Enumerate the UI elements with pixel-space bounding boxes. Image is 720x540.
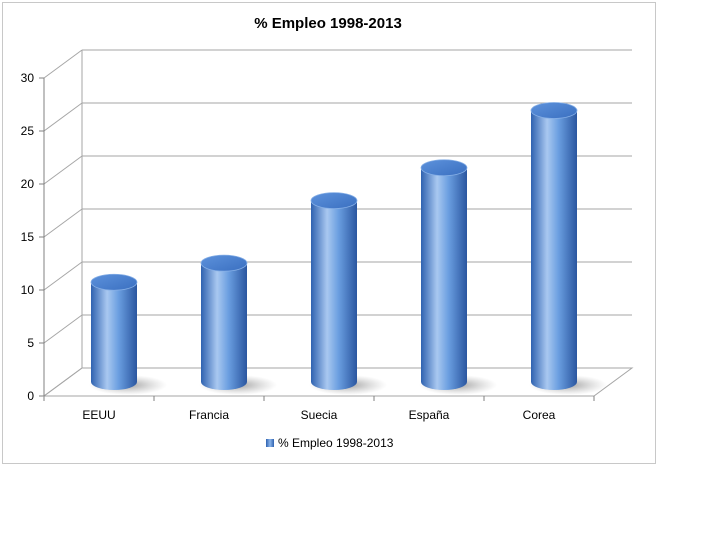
bar-body-2 xyxy=(311,200,357,390)
side-gridline-2 xyxy=(43,261,83,291)
y-tick-label-1: 5 xyxy=(27,336,34,350)
bar-top-0 xyxy=(90,273,138,291)
bar-body-1 xyxy=(201,263,247,390)
bar-body-4 xyxy=(531,110,577,391)
legend-swatch xyxy=(266,439,274,447)
legend-label: % Empleo 1998-2013 xyxy=(278,436,394,450)
y-tick-label-0: 0 xyxy=(27,389,34,403)
bar-top-4 xyxy=(530,102,578,119)
bar-body-3 xyxy=(421,167,467,390)
bar-4 xyxy=(529,102,607,395)
floor xyxy=(42,367,634,397)
bar-3 xyxy=(419,159,497,395)
side-gridline-5 xyxy=(43,102,83,132)
chart-title: % Empleo 1998-2013 xyxy=(254,15,402,32)
y-tick-label-4: 20 xyxy=(21,177,35,191)
bar-2 xyxy=(309,192,387,395)
x-tick-label-0: EEUU xyxy=(82,408,115,422)
bar-1 xyxy=(199,254,277,395)
side-gridline-4 xyxy=(43,155,83,185)
bar-top-3 xyxy=(420,159,468,177)
bar-top-1 xyxy=(200,254,248,272)
x-tick-label-4: Corea xyxy=(523,408,556,422)
legend: % Empleo 1998-2013 xyxy=(266,436,394,450)
x-tick-label-2: Suecia xyxy=(301,408,338,422)
y-tick-label-5: 25 xyxy=(21,124,35,138)
side-gridline-6 xyxy=(43,49,83,79)
side-gridline-1 xyxy=(43,314,83,344)
side-gridline-3 xyxy=(43,208,83,238)
x-tick-label-3: España xyxy=(409,408,450,422)
y-tick-label-3: 15 xyxy=(21,230,35,244)
bar-0 xyxy=(89,273,167,395)
labels: 0 5 10 15 20 25 30 EEUU Francia Suecia España Corea xyxy=(21,71,556,422)
x-tick-label-1: Francia xyxy=(189,408,229,422)
bar-top-2 xyxy=(310,192,358,210)
y-tick-label-2: 10 xyxy=(21,283,35,297)
y-tick-label-6: 30 xyxy=(21,71,35,85)
bar-body-0 xyxy=(91,282,137,390)
bars xyxy=(89,102,607,395)
